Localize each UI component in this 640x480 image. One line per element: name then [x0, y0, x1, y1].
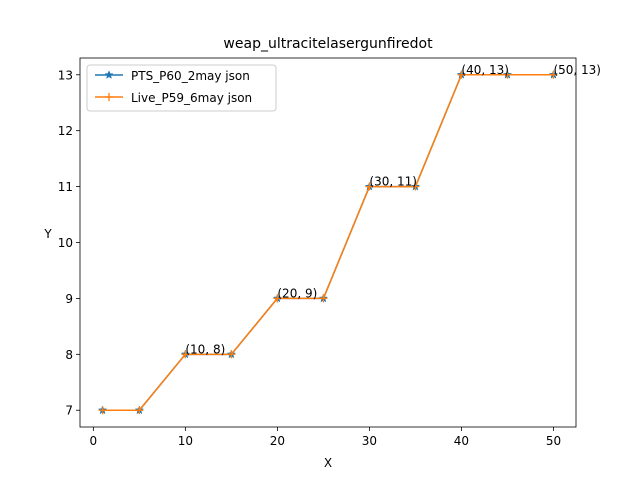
x-tick-label: 50 [546, 434, 561, 448]
x-tick-label: 10 [178, 434, 193, 448]
x-tick-label: 30 [362, 434, 377, 448]
y-tick-label: 10 [58, 236, 73, 250]
point-annotation: (10, 8) [185, 342, 225, 356]
y-tick-label: 9 [65, 292, 73, 306]
data-point-marker [457, 70, 466, 79]
point-annotation: (40, 13) [461, 63, 509, 77]
y-tick-label: 11 [58, 180, 73, 194]
y-tick-label: 13 [58, 68, 73, 82]
point-annotation: (30, 11) [369, 175, 417, 189]
data-point-marker [135, 406, 144, 415]
legend-label-live: Live_P59_6may json [131, 91, 252, 105]
y-axis-label: Y [43, 227, 52, 241]
point-annotation: (20, 9) [277, 286, 317, 300]
data-point-marker [319, 294, 328, 303]
legend-plus [105, 93, 113, 101]
legend-star [104, 70, 114, 79]
data-point-marker [549, 70, 558, 79]
data-point-marker [365, 182, 374, 191]
data-point-marker [227, 350, 236, 359]
y-axis-ticks: 7 8 9 10 11 12 13 [58, 68, 80, 418]
data-point-marker [181, 350, 190, 359]
y-tick-label: 12 [58, 124, 73, 138]
data-point-marker [411, 182, 420, 191]
legend-label-pts: PTS_P60_2may json [131, 69, 250, 83]
x-tick-label: 20 [270, 434, 285, 448]
point-annotation: (50, 13) [553, 63, 601, 77]
x-axis-label: X [324, 456, 332, 470]
legend-star-marker [104, 70, 114, 79]
legend-box [86, 64, 277, 112]
data-point-marker [503, 70, 512, 79]
data-point-marker [98, 406, 107, 415]
x-axis-ticks: 0 10 20 30 40 50 [90, 427, 561, 448]
y-tick-label: 8 [65, 348, 73, 362]
legend-plus-marker [105, 93, 113, 101]
legend: PTS_P60_2may json Live_P59_6may json [86, 64, 277, 112]
series-layer [97, 69, 559, 415]
data-point-marker [273, 294, 282, 303]
chart-title: weap_ultracitelasergunfiredot [223, 36, 433, 52]
y-tick-label: 7 [65, 404, 73, 418]
plot-area [80, 58, 576, 427]
x-tick-label: 0 [90, 434, 98, 448]
annotation-layer: (10, 8) (20, 9) (30, 11) (40, 13) (50, 13) [185, 63, 601, 357]
x-tick-label: 40 [454, 434, 469, 448]
